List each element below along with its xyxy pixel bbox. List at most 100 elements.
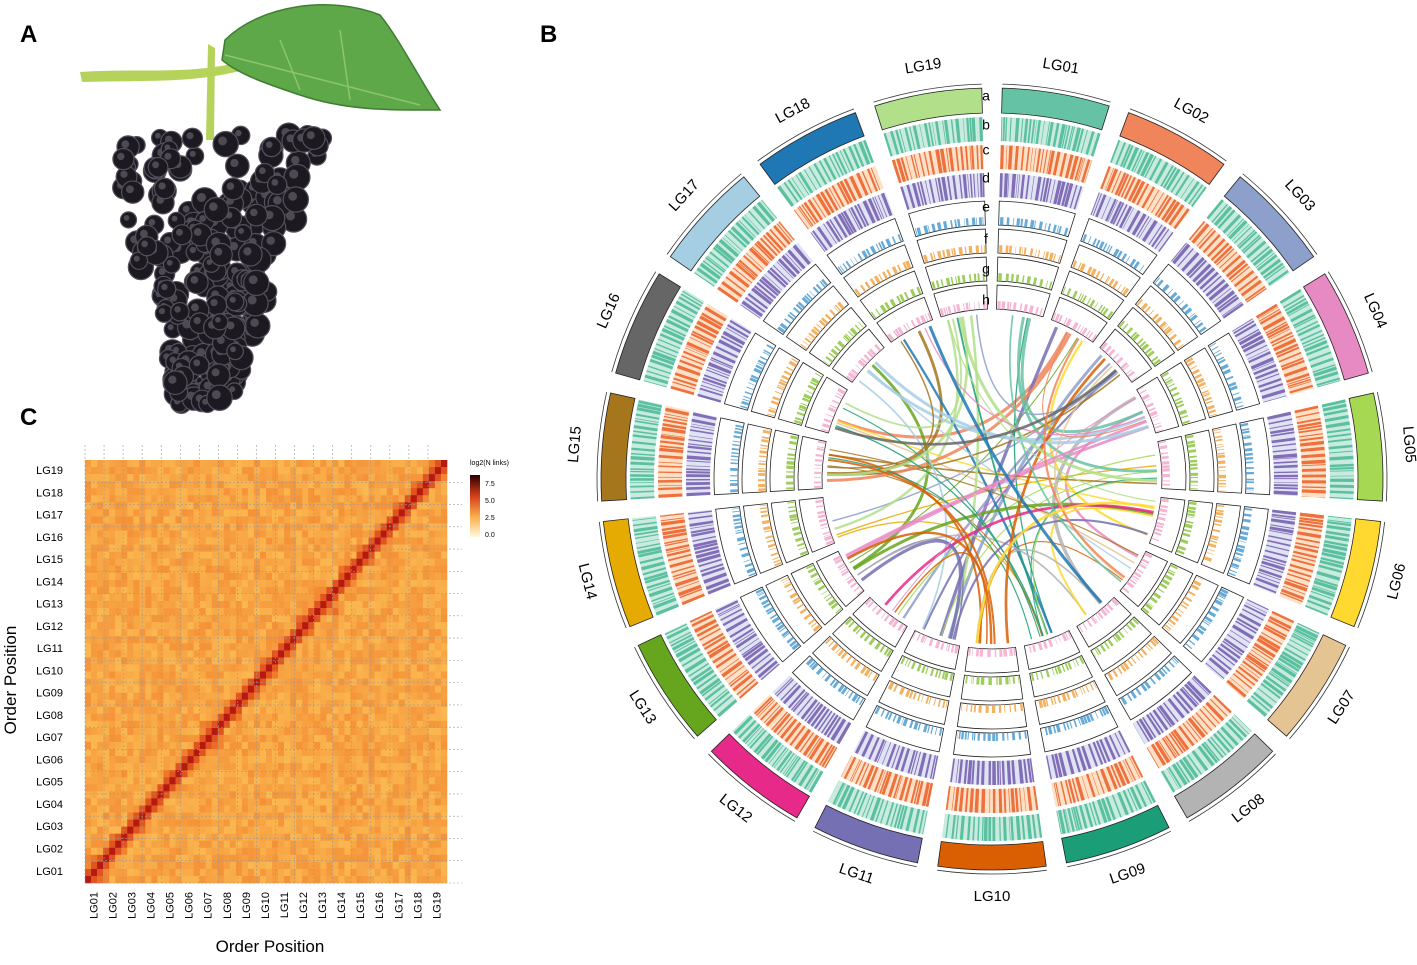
track-stripes <box>659 512 706 606</box>
heatmap-cell <box>434 636 442 644</box>
heatmap-cell <box>115 734 122 743</box>
heatmap-cell <box>410 742 418 750</box>
heatmap-cell <box>362 650 369 658</box>
heatmap-cell <box>290 798 297 806</box>
heatmap-cell <box>380 763 387 771</box>
heatmap-cell <box>139 713 146 722</box>
heatmap-cell <box>272 544 279 552</box>
heatmap-cell <box>97 460 104 468</box>
heatmap-cell <box>211 467 219 475</box>
heatmap-cell <box>422 819 430 827</box>
heatmap-cell <box>380 699 387 708</box>
heatmap-cell <box>223 861 231 870</box>
heatmap-cell <box>211 734 219 743</box>
heatmap-cell <box>91 643 98 651</box>
heatmap-cell <box>404 713 412 722</box>
scale-line <box>596 392 608 502</box>
heatmap-cell <box>247 636 255 644</box>
heatmap-cell <box>296 875 303 884</box>
heatmap-cell <box>223 579 231 588</box>
heatmap-cell <box>434 495 442 503</box>
heatmap-cell <box>374 579 381 588</box>
heatmap-cell <box>386 460 393 468</box>
track-density <box>1188 220 1267 303</box>
heatmap-cell <box>127 840 134 849</box>
track-hist <box>1052 312 1097 342</box>
heatmap-cell <box>241 791 249 799</box>
heatmap-cell <box>356 467 363 475</box>
heatmap-cell <box>103 481 110 489</box>
heatmap-cell <box>350 868 357 877</box>
legend-bar <box>470 475 480 537</box>
heatmap-cell <box>163 770 170 778</box>
heatmap-cell <box>332 579 339 588</box>
heatmap-cell <box>302 488 309 496</box>
heatmap-cell <box>127 692 134 700</box>
heatmap-cell <box>416 664 424 672</box>
heatmap-cell <box>290 777 297 785</box>
heatmap-cell <box>368 875 375 884</box>
heatmap-cell <box>398 495 406 503</box>
heatmap-cell <box>217 495 225 503</box>
heatmap-cell <box>374 664 381 672</box>
heatmap-cell <box>115 727 122 736</box>
heatmap-cell <box>278 572 285 581</box>
heatmap-cell <box>109 713 116 722</box>
heatmap-cell <box>217 474 225 482</box>
heatmap-cell <box>121 742 128 750</box>
heatmap-cell <box>235 629 243 637</box>
heatmap-cell <box>91 854 98 863</box>
heatmap-cell <box>109 537 116 545</box>
heatmap-cell <box>368 467 375 475</box>
heatmap-cell <box>410 791 418 799</box>
heatmap-cell <box>97 572 104 581</box>
heatmap-cell <box>103 537 110 545</box>
heatmap-cell <box>127 791 134 799</box>
heatmap-cell <box>314 784 321 792</box>
chromosome-band <box>1061 804 1170 864</box>
heatmap-cell <box>259 720 267 729</box>
heatmap-cell <box>169 805 176 813</box>
heatmap-cell <box>392 734 400 743</box>
heatmap-cell <box>332 664 339 672</box>
heatmap-cell <box>217 720 225 729</box>
heatmap-cell <box>211 601 219 609</box>
heatmap-cell <box>253 565 261 574</box>
heatmap-cell <box>169 643 176 651</box>
heatmap-cell <box>85 551 92 559</box>
heatmap-cell <box>145 558 152 567</box>
heatmap-cell <box>253 706 261 715</box>
heatmap-cell <box>151 495 158 503</box>
heatmap-cell <box>440 460 448 468</box>
heatmap-cell <box>121 875 128 884</box>
heatmap-cell <box>235 488 243 496</box>
heatmap-cell <box>157 770 164 778</box>
heatmap-cell <box>91 706 98 715</box>
heatmap-cell <box>374 692 381 700</box>
heatmap-cell <box>392 727 400 736</box>
heatmap-cell <box>410 608 418 616</box>
heatmap-cell <box>368 749 375 757</box>
heatmap-cell <box>235 544 243 552</box>
heatmap-cell <box>229 875 237 884</box>
heatmap-cell <box>368 699 375 708</box>
heatmap-cell <box>404 467 412 475</box>
heatmap-cell <box>266 530 273 538</box>
heatmap-cell <box>181 579 188 588</box>
heatmap-cell <box>344 629 351 637</box>
heatmap-cell <box>290 742 297 750</box>
heatmap-cell <box>109 558 116 567</box>
heatmap-cell <box>151 678 158 686</box>
heatmap-cell <box>290 601 297 609</box>
heatmap-cell <box>314 551 321 559</box>
heatmap-cell <box>199 474 206 482</box>
heatmap-cell <box>157 460 164 468</box>
heatmap-cell <box>121 636 128 644</box>
heatmap-cell <box>127 601 134 609</box>
scale-line <box>598 521 627 629</box>
heatmap-cell <box>416 763 424 771</box>
heatmap-cell <box>259 664 267 672</box>
heatmap-cell <box>235 502 243 510</box>
heatmap-cell <box>296 692 303 700</box>
heatmap-cell <box>368 671 375 679</box>
